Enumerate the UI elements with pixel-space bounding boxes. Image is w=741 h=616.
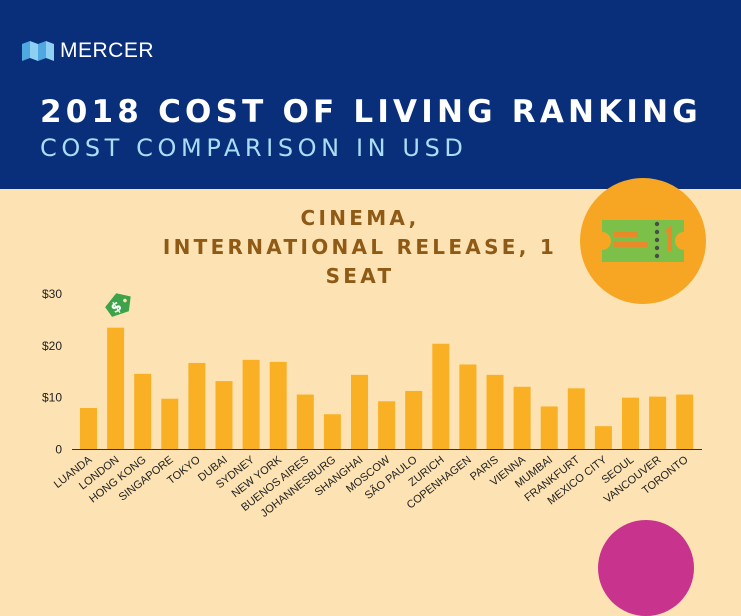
bar-vancouver[interactable] [649,396,667,450]
bar-shanghai[interactable] [351,374,368,450]
ticket-icon [602,220,684,262]
bar-sydney[interactable] [242,359,260,450]
mercer-logo-icon [22,41,54,61]
y-tick-label: $30 [42,287,62,301]
bar-luanda[interactable] [80,408,97,450]
bar-frankfurt[interactable] [567,388,585,450]
page-title: 2018 COST OF LIVING RANKING [40,94,702,130]
brand-name: MERCER [60,39,155,62]
mercer-logo[interactable]: MERCER [22,38,154,64]
price-tag-icon: $ [105,293,131,317]
y-tick-label: $10 [42,391,62,405]
bar-zurich[interactable] [432,343,450,450]
next-section-badge [598,520,694,616]
bar-s-o-paulo[interactable] [405,390,423,450]
y-axis: $30 $20 $10 0 [42,287,62,457]
bar-copenhagen[interactable] [459,364,477,450]
bar-singapore[interactable] [161,398,179,450]
bar-seoul[interactable] [622,397,639,450]
bar-vienna[interactable] [513,386,531,450]
bar-mumbai[interactable] [540,406,558,450]
bar-johannesburg[interactable] [323,414,341,450]
bar-mexico-city[interactable] [594,426,612,450]
bar-tokyo[interactable] [188,362,206,450]
bar-london[interactable] [107,327,125,450]
y-tick-label: 0 [55,443,62,457]
bar-new-york[interactable] [269,361,287,450]
page-subtitle: COST COMPARISON IN USD [40,134,468,162]
chart-title: CINEMA, INTERNATIONAL RELEASE, 1 SEAT [162,206,558,288]
bar-buenos-aires[interactable] [296,394,314,450]
y-tick-label: $20 [42,339,62,353]
bar-toronto[interactable] [676,394,694,450]
bar-hong-kong[interactable] [134,373,152,450]
ticket-badge [580,178,706,304]
bars [80,327,694,450]
bar-moscow[interactable] [378,401,396,450]
bar-paris[interactable] [486,374,504,450]
header-banner: MERCER 2018 COST OF LIVING RANKING COST … [0,0,741,189]
bar-dubai[interactable] [215,381,233,450]
